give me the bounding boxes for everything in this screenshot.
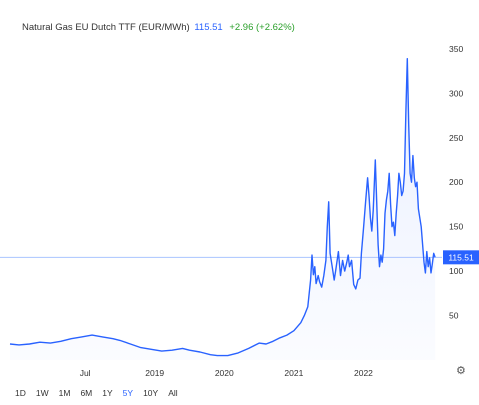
y-tick-label: 300 <box>449 88 463 98</box>
chart-header: Natural Gas EU Dutch TTF (EUR/MWh) 115.5… <box>22 22 295 33</box>
price-tag-label: 115.51 <box>448 252 474 262</box>
instrument-name: Natural Gas EU Dutch TTF (EUR/MWh) <box>22 22 190 33</box>
x-tick-label: Jul <box>80 368 91 378</box>
range-button-6m[interactable]: 6M <box>80 388 93 398</box>
area-fill <box>10 58 436 360</box>
range-button-all[interactable]: All <box>168 388 178 398</box>
range-button-5y[interactable]: 5Y <box>122 388 134 398</box>
x-tick-label: 2021 <box>284 368 303 378</box>
x-tick-label: 2022 <box>354 368 373 378</box>
series-line <box>9 58 436 357</box>
y-tick-label: 250 <box>449 133 463 143</box>
y-tick-label: 150 <box>449 222 463 232</box>
range-button-1w[interactable]: 1W <box>35 388 49 398</box>
x-tick-label: 2019 <box>145 368 164 378</box>
range-button-10y[interactable]: 10Y <box>143 388 159 398</box>
price-tag <box>443 250 479 265</box>
gear-icon[interactable]: ⚙ <box>456 365 466 377</box>
y-tick-label: 200 <box>449 177 463 187</box>
y-tick-label: 100 <box>449 266 463 276</box>
x-tick-label: 2020 <box>215 368 234 378</box>
y-tick-label: 50 <box>449 311 459 321</box>
range-button-1m[interactable]: 1M <box>58 388 71 398</box>
range-button-1y[interactable]: 1Y <box>102 388 113 398</box>
price-change: +2.96 (+2.62%) <box>229 22 295 33</box>
time-range-selector: 1D 1W 1M 6M 1Y 5Y 10Y All <box>10 388 183 398</box>
range-button-1d[interactable]: 1D <box>15 388 26 398</box>
current-price: 115.51 <box>194 22 223 33</box>
y-tick-label: 350 <box>449 44 463 54</box>
